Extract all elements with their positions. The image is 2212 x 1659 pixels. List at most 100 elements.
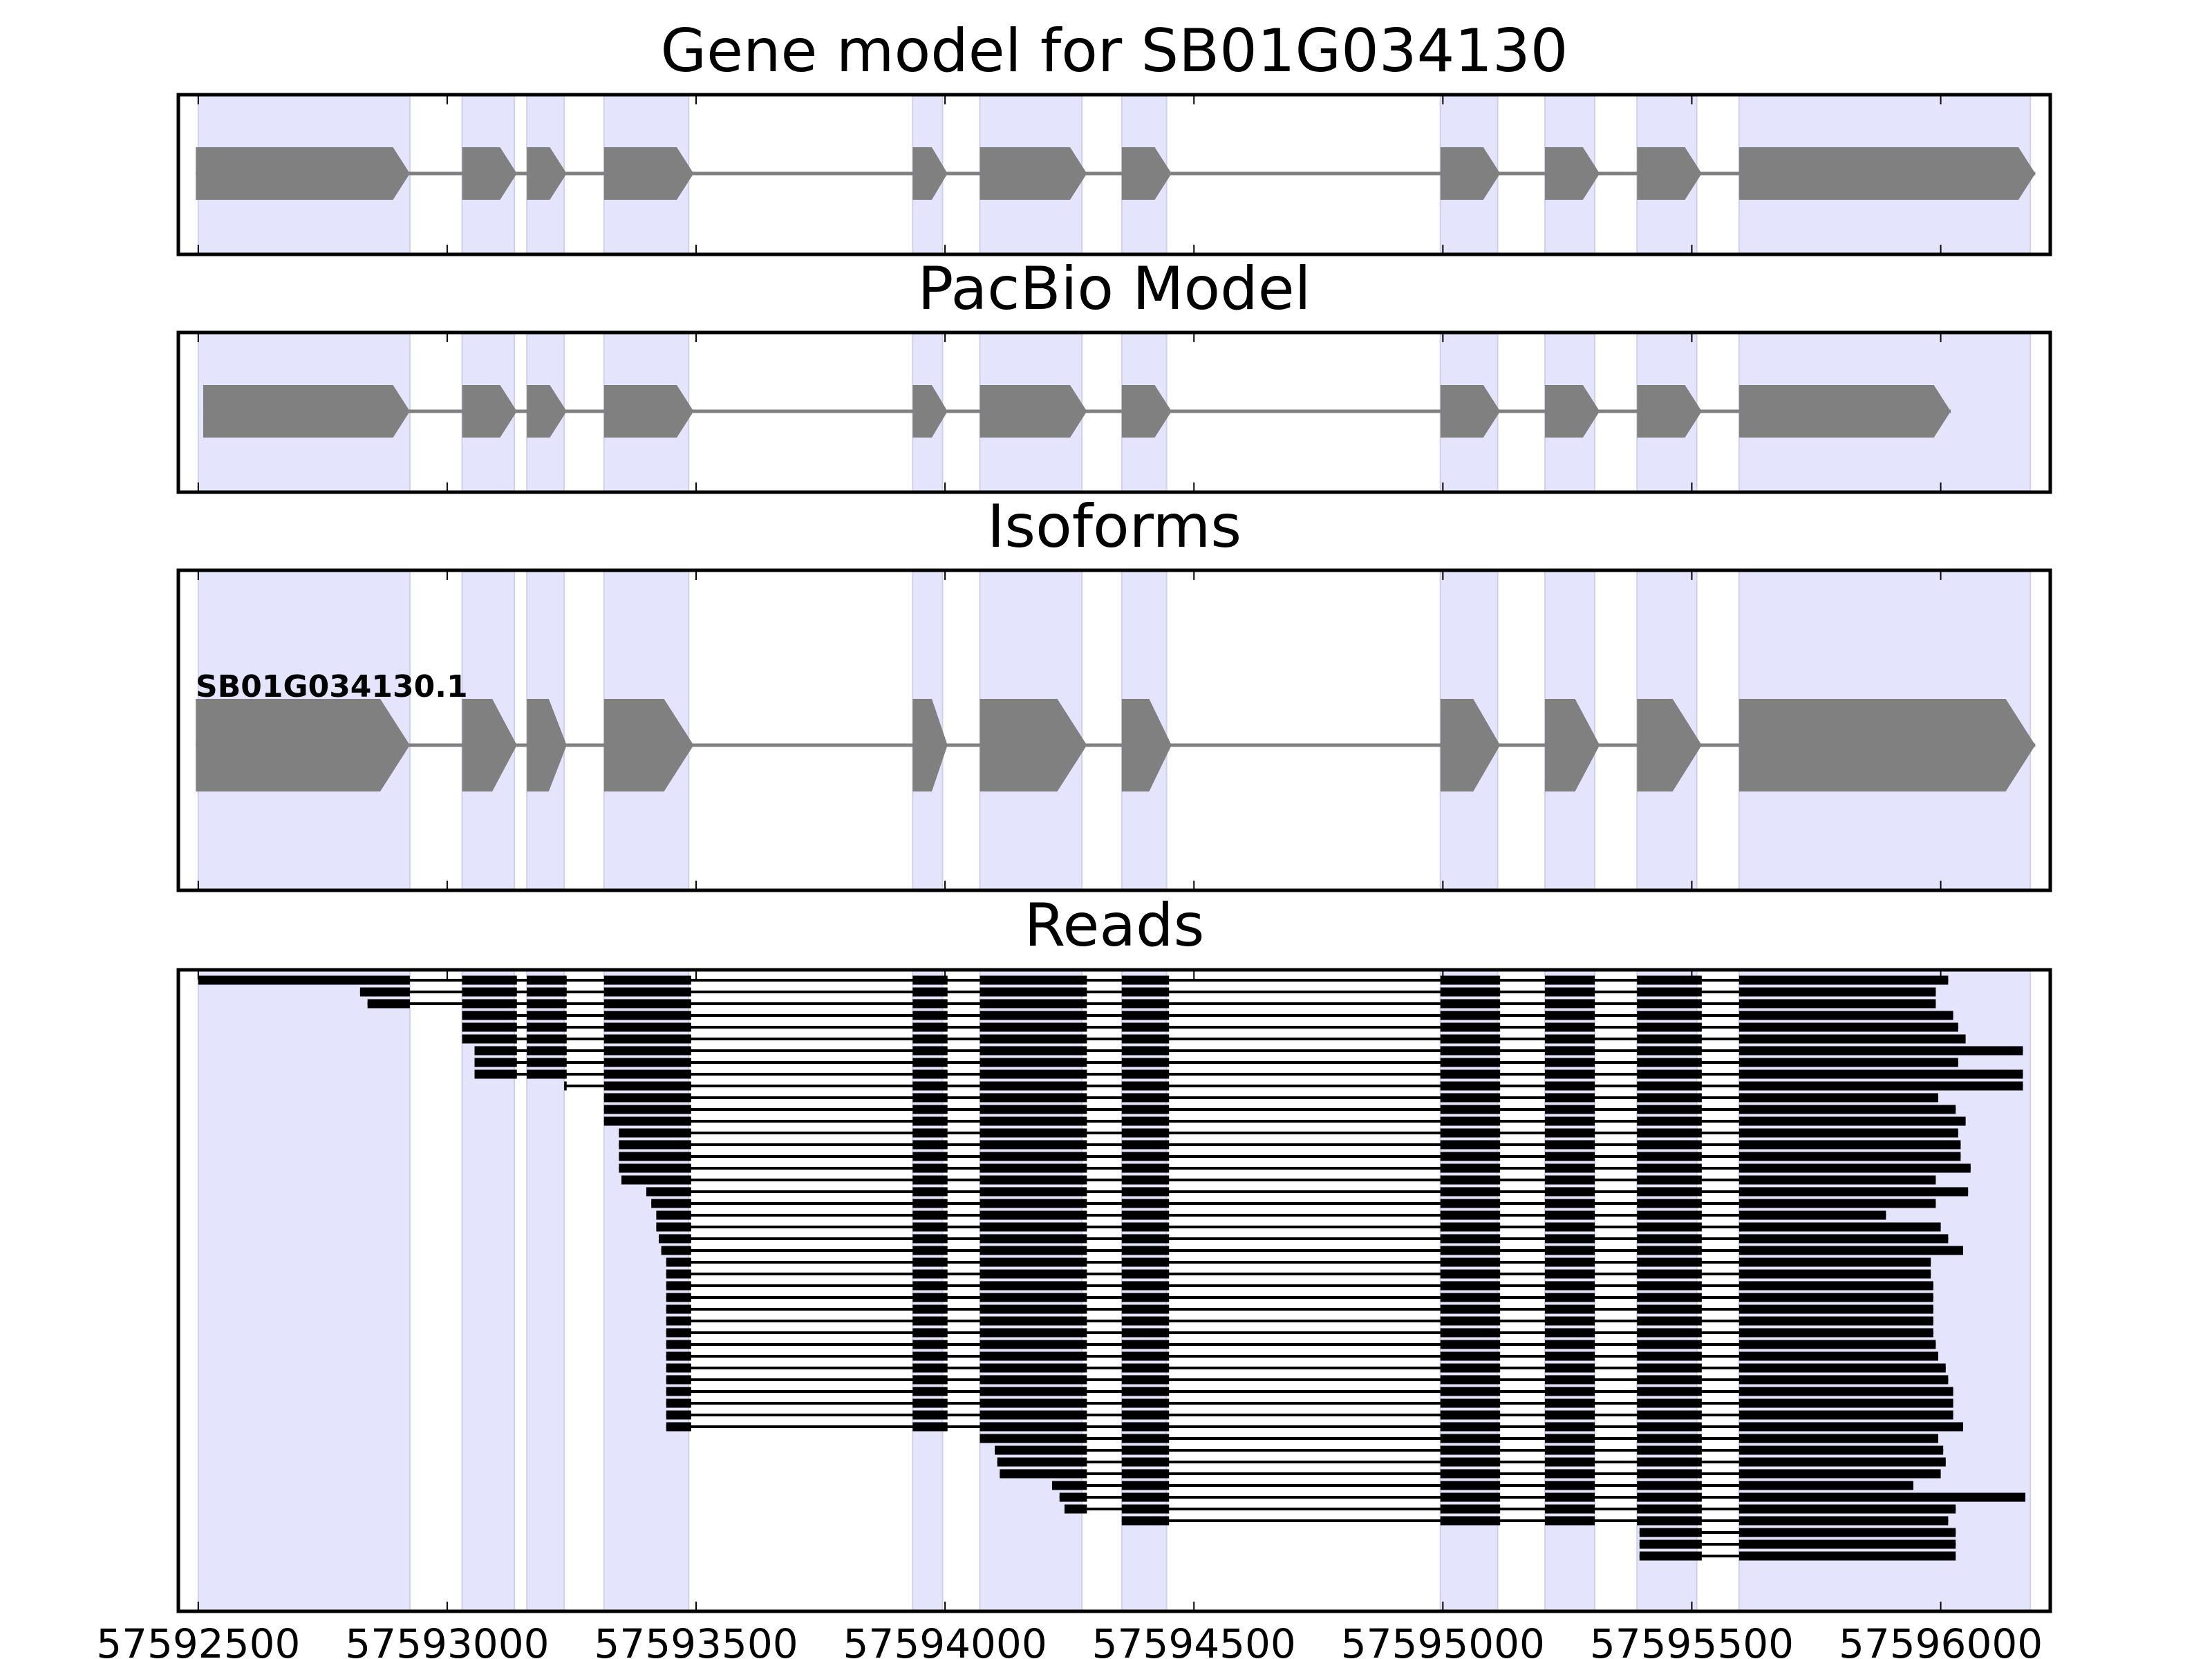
read-exon <box>980 1340 1087 1349</box>
read-exon <box>1738 1363 1946 1373</box>
read-exon <box>1738 1328 1933 1338</box>
read-exon <box>912 1011 948 1020</box>
read-exon <box>661 1246 691 1255</box>
panel-border <box>176 968 2052 1613</box>
read-exon <box>1637 1398 1702 1408</box>
read-exon <box>1637 1434 1702 1443</box>
read-exon <box>1738 1058 1958 1067</box>
read-exon <box>912 1046 948 1056</box>
read-exon <box>1544 1293 1595 1302</box>
read-exon <box>462 999 517 1009</box>
read-exon <box>1637 1257 1702 1267</box>
read-exon <box>1544 975 1595 985</box>
gene-model-title: Gene model for SB01G034130 <box>661 17 1568 86</box>
read-exon <box>1738 987 1936 997</box>
read-exon <box>1637 1093 1702 1103</box>
exon-arrow <box>1738 385 1951 438</box>
read-exon <box>980 1116 1087 1126</box>
read-exon <box>912 1363 948 1373</box>
read-exon <box>980 1328 1087 1338</box>
read-exon <box>1121 1257 1170 1267</box>
exon-arrow <box>980 385 1087 438</box>
read-exon <box>980 1293 1087 1302</box>
read-exon <box>1544 1222 1595 1232</box>
read-exon <box>1121 1410 1170 1420</box>
exon-arrow <box>1738 699 2036 791</box>
read-exon <box>1440 1445 1501 1455</box>
read-exon <box>1738 1387 1953 1396</box>
read-exon <box>1637 1081 1702 1091</box>
exon-arrow <box>1637 699 1702 791</box>
read-exon <box>980 999 1087 1009</box>
read-exon <box>1121 1081 1170 1091</box>
read-exon <box>980 1351 1087 1361</box>
read-exon <box>1637 1199 1702 1208</box>
read-exon <box>474 1058 517 1067</box>
read-exon <box>1121 1222 1170 1232</box>
read-exon <box>1544 1093 1595 1103</box>
read-exon <box>1637 1069 1702 1079</box>
read-exon <box>1440 1081 1501 1091</box>
read-exon <box>619 1128 691 1138</box>
read-exon <box>1637 1293 1702 1302</box>
read-exon <box>1440 1293 1501 1302</box>
read-exon <box>1738 1140 1961 1150</box>
read-exon <box>1121 999 1170 1009</box>
panel-border <box>176 568 2052 892</box>
read-exon <box>912 1257 948 1267</box>
read-exon <box>1440 1022 1501 1032</box>
exon-arrow <box>1637 385 1702 438</box>
read-exon <box>1121 1140 1170 1150</box>
read-exon <box>980 1387 1087 1396</box>
read-exon <box>1544 1328 1595 1338</box>
read-exon <box>1544 1410 1595 1420</box>
read-exon <box>1440 1246 1501 1255</box>
read-exon <box>1121 1422 1170 1432</box>
read-exon <box>912 1140 948 1150</box>
read-exon <box>666 1328 691 1338</box>
read-exon <box>980 1081 1087 1091</box>
read-exon <box>666 1363 691 1373</box>
exon-arrow <box>980 147 1087 200</box>
read-exon <box>603 1058 691 1067</box>
read-exon <box>621 1175 691 1185</box>
read-exon <box>1544 1422 1595 1432</box>
read-exon <box>980 1222 1087 1232</box>
read-exon <box>1440 1304 1501 1314</box>
read-exon <box>912 1328 948 1338</box>
pacbio-model-title: PacBio Model <box>917 254 1311 324</box>
read-exon <box>603 1069 691 1079</box>
read-exon <box>359 987 410 997</box>
read-exon <box>1440 1340 1501 1349</box>
read-exon <box>912 1187 948 1197</box>
read-exon <box>1637 987 1702 997</box>
read-exon <box>1544 1481 1595 1490</box>
read-exon <box>1121 1363 1170 1373</box>
read-exon <box>1440 1328 1501 1338</box>
read-exon <box>1544 1340 1595 1349</box>
read-exon <box>1738 999 1936 1009</box>
read-exon <box>603 1081 691 1091</box>
read-exon <box>1121 1175 1170 1185</box>
read-exon <box>1121 1316 1170 1326</box>
read-exon <box>1544 1011 1595 1020</box>
read-exon <box>1121 1116 1170 1126</box>
read-exon <box>1440 1316 1501 1326</box>
read-exon <box>603 999 691 1009</box>
read-exon <box>1544 1234 1595 1244</box>
read-exon <box>651 1199 691 1208</box>
read-exon <box>1544 1246 1595 1255</box>
read-exon <box>1738 1504 1956 1514</box>
read-exon <box>912 1152 948 1161</box>
read-exon <box>1544 1128 1595 1138</box>
read-exon <box>1738 1539 1956 1549</box>
isoform-label: SB01G034130.1 <box>196 669 468 704</box>
read-exon <box>1059 1492 1087 1502</box>
exon-arrow <box>1440 147 1501 200</box>
isoforms-title: Isoforms <box>987 492 1241 561</box>
read-exon <box>980 1375 1087 1385</box>
read-exon <box>980 1257 1087 1267</box>
read-exon <box>1738 1034 1966 1044</box>
read-exon <box>1440 1175 1501 1185</box>
read-exon <box>1121 1246 1170 1255</box>
